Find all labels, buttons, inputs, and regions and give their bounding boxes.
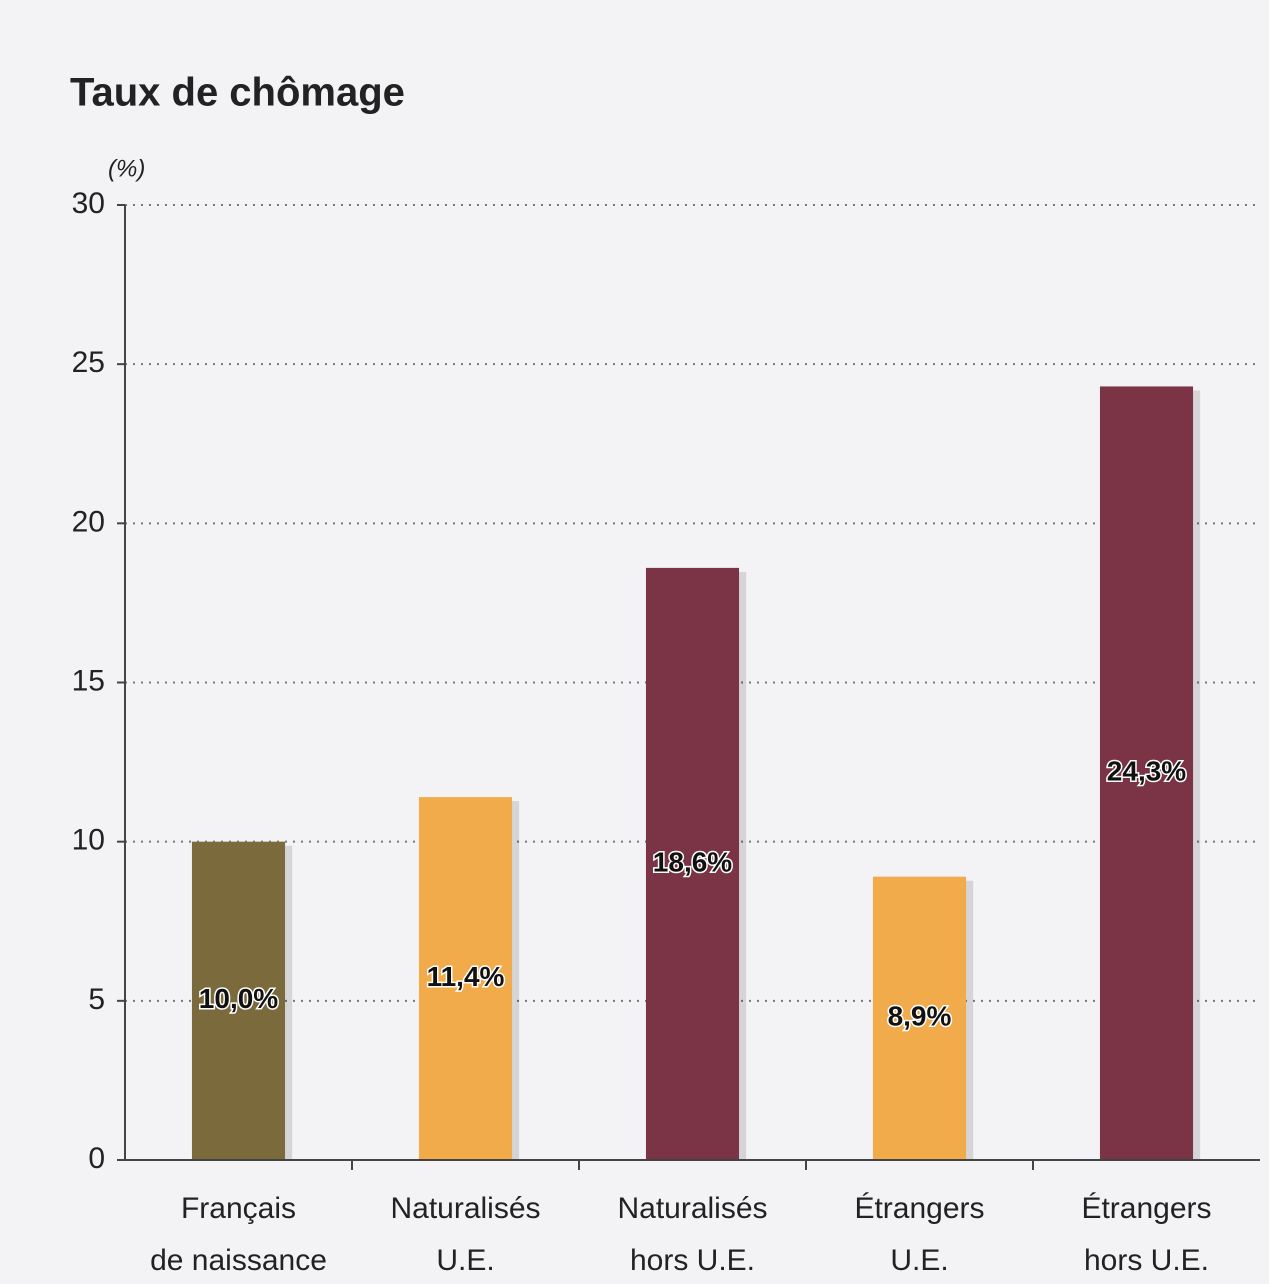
y-tick-label: 20 <box>72 505 105 538</box>
bar <box>872 876 967 1160</box>
x-tick-label: hors U.E. <box>1084 1244 1209 1277</box>
y-tick-label: 5 <box>88 983 105 1016</box>
value-label: 10,0% <box>199 983 278 1014</box>
value-label: 18,6% <box>653 846 732 877</box>
y-tick-label: 30 <box>72 187 105 220</box>
bar <box>418 797 513 1160</box>
x-tick-label: Français <box>181 1192 296 1225</box>
x-tick-label: Naturalisés <box>617 1192 767 1225</box>
y-tick-label: 25 <box>72 346 105 379</box>
value-label: 8,9% <box>888 1001 952 1032</box>
x-tick-label: U.E. <box>436 1244 494 1277</box>
x-tick-label: Étrangers <box>1081 1192 1211 1225</box>
y-tick-label: 10 <box>72 824 105 857</box>
bar <box>1099 386 1194 1160</box>
value-label: 11,4% <box>427 961 505 992</box>
chart-title: Taux de chômage <box>70 71 405 115</box>
y-tick-label: 0 <box>88 1142 105 1175</box>
bar <box>645 567 740 1160</box>
value-label: 24,3% <box>1107 756 1186 787</box>
x-tick-label: U.E. <box>890 1244 948 1277</box>
y-unit: (%) <box>108 155 145 182</box>
x-tick-label: Naturalisés <box>390 1192 540 1225</box>
x-tick-label: Étrangers <box>854 1192 984 1225</box>
bar <box>191 841 286 1160</box>
y-tick-label: 15 <box>72 664 105 697</box>
x-tick-label: hors U.E. <box>630 1244 755 1277</box>
x-tick-label: de naissance <box>150 1244 327 1277</box>
